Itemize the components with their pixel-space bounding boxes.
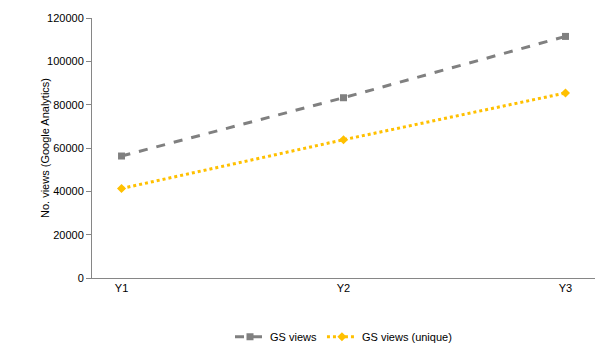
svg-text:80000: 80000 bbox=[53, 99, 84, 111]
svg-text:40000: 40000 bbox=[53, 185, 84, 197]
svg-text:100000: 100000 bbox=[47, 55, 84, 67]
svg-text:60000: 60000 bbox=[53, 142, 84, 154]
svg-text:20000: 20000 bbox=[53, 229, 84, 241]
svg-text:0: 0 bbox=[78, 272, 84, 284]
svg-text:120000: 120000 bbox=[47, 12, 84, 24]
svg-text:GS views: GS views bbox=[270, 331, 317, 343]
svg-text:No. views (Google Analytics): No. views (Google Analytics) bbox=[39, 78, 51, 218]
svg-text:Y2: Y2 bbox=[337, 282, 350, 294]
svg-text:Y3: Y3 bbox=[559, 282, 572, 294]
svg-text:GS views (unique): GS views (unique) bbox=[362, 331, 452, 343]
svg-text:Y1: Y1 bbox=[115, 282, 128, 294]
